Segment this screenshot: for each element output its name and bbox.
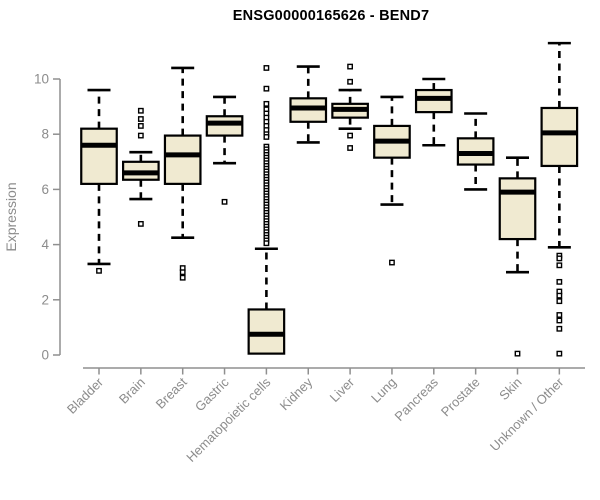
outlier-point: [137, 107, 144, 114]
x-tick-label-pancreas: Pancreas: [391, 374, 441, 424]
x-tick-label-brain: Brain: [116, 375, 148, 407]
outlier-point: [556, 255, 563, 262]
box: [80, 127, 118, 185]
boxplot-kidney: [289, 65, 328, 144]
outlier-point: [389, 259, 395, 266]
outlier-point: [137, 116, 144, 122]
box: [498, 177, 537, 241]
boxplot-pancreas: [414, 77, 453, 147]
outlier-point: [263, 85, 270, 92]
y-tick-label: 6: [41, 182, 49, 197]
x-tick-label-lung: Lung: [368, 375, 399, 406]
outlier-point: [347, 63, 353, 70]
x-tick-label-unknown-other: Unknown / Other: [487, 374, 567, 454]
y-tick-label: 8: [41, 127, 49, 142]
y-tick-label: 0: [41, 348, 49, 363]
box: [540, 106, 579, 168]
outlier-point: [556, 317, 563, 324]
outlier-point: [263, 100, 270, 107]
boxplot-brain: [121, 107, 160, 227]
x-tick-label-prostate: Prostate: [438, 375, 483, 420]
outlier-point: [263, 65, 270, 71]
box: [414, 88, 453, 114]
outlier-point: [96, 267, 102, 274]
outlier-point: [263, 240, 270, 247]
outlier-point: [556, 325, 563, 332]
boxplot-lung: [373, 95, 411, 266]
boxplot-breast: [163, 66, 202, 281]
outlier-point: [263, 134, 270, 140]
x-tick-label-liver: Liver: [327, 374, 358, 405]
outlier-point: [347, 145, 353, 151]
boxplot-prostate: [456, 112, 495, 191]
boxplot-bladder: [80, 88, 118, 274]
outlier-point: [556, 312, 563, 318]
outlier-point: [347, 132, 353, 139]
x-tick-label-gastric: Gastric: [192, 374, 232, 414]
boxplot-unknown-other: [540, 41, 579, 357]
boxplot-skin: [498, 156, 537, 357]
outlier-point: [514, 350, 521, 357]
outlier-point: [347, 78, 353, 85]
y-axis-title: Expression: [3, 182, 19, 251]
x-tick-label-breast: Breast: [153, 374, 190, 411]
outlier-point: [556, 292, 563, 299]
x-tick-label-bladder: Bladder: [64, 374, 107, 417]
boxplot-liver: [331, 63, 369, 151]
outlier-point: [556, 278, 563, 285]
outlier-point: [137, 220, 144, 227]
outlier-point: [556, 262, 563, 269]
chart-title: ENSG00000165626 - BEND7: [232, 8, 430, 24]
outlier-point: [179, 274, 186, 281]
boxplot-hematopoietic-cells: [247, 65, 286, 355]
y-tick-label: 10: [34, 72, 49, 87]
outlier-point: [179, 269, 186, 276]
boxplot-gastric: [205, 95, 244, 205]
box: [163, 134, 202, 185]
outlier-point: [137, 132, 144, 139]
box: [205, 115, 244, 137]
y-axis: 0 2 4 6 8 10 Expression: [3, 72, 61, 363]
outlier-point: [556, 350, 563, 357]
outlier-point: [221, 198, 228, 205]
y-tick-label: 4: [41, 237, 49, 252]
y-tick-label: 2: [41, 292, 49, 307]
outlier-point: [556, 298, 563, 305]
x-tick-label-skin: Skin: [496, 375, 524, 403]
box: [247, 308, 286, 355]
x-tick-label-kidney: Kidney: [277, 374, 316, 413]
outlier-point: [137, 123, 144, 129]
